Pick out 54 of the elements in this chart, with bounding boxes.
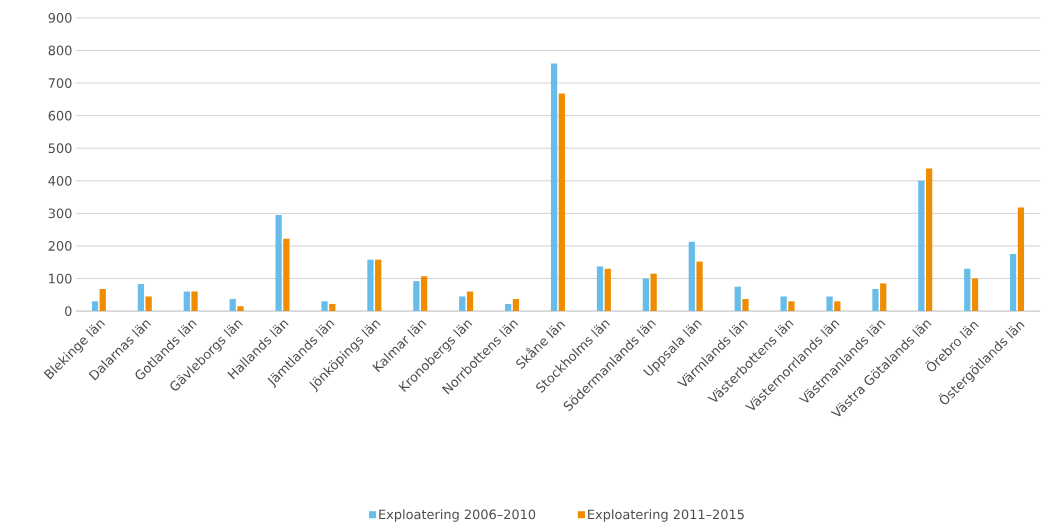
bar xyxy=(604,268,611,312)
bar xyxy=(512,299,520,312)
legend-label: Exploatering 2006–2010 xyxy=(379,509,536,522)
bar xyxy=(596,266,604,312)
y-tick-label: 600 xyxy=(48,110,72,121)
bar xyxy=(788,301,795,312)
bar xyxy=(91,301,99,312)
bar xyxy=(780,296,787,312)
bar xyxy=(1017,207,1025,312)
bar xyxy=(734,286,741,312)
bar xyxy=(183,291,190,312)
bar xyxy=(321,301,328,312)
bar xyxy=(275,215,282,312)
bar xyxy=(99,289,106,312)
bar xyxy=(688,241,695,312)
bar xyxy=(558,93,565,312)
bar xyxy=(367,259,374,312)
bar xyxy=(918,180,925,312)
bar xyxy=(459,296,466,312)
y-tick-label: 700 xyxy=(48,78,72,89)
bar xyxy=(329,304,336,312)
bar xyxy=(650,273,657,312)
y-tick-label: 200 xyxy=(48,241,72,251)
bar xyxy=(880,283,887,312)
bar xyxy=(505,304,512,312)
bar xyxy=(964,268,971,312)
bar xyxy=(1010,254,1017,312)
y-tick-label: 900 xyxy=(48,13,72,23)
bar xyxy=(375,259,382,312)
bar xyxy=(826,296,833,312)
bar xyxy=(872,289,879,312)
bar xyxy=(696,261,703,312)
bar xyxy=(229,299,236,312)
bar xyxy=(137,284,145,312)
bar xyxy=(413,281,420,312)
legend-label: Exploatering 2011–2015 xyxy=(588,509,744,522)
y-tick-label: 300 xyxy=(48,208,72,219)
y-tick-label: 0 xyxy=(65,306,72,317)
bar xyxy=(742,299,749,312)
bar xyxy=(420,276,428,312)
y-tick-label: 800 xyxy=(48,45,72,56)
bar xyxy=(642,278,650,312)
bar xyxy=(550,63,558,312)
bar xyxy=(971,278,979,312)
bar xyxy=(191,291,198,312)
bar xyxy=(283,238,290,312)
y-tick-label: 100 xyxy=(49,273,72,284)
bar xyxy=(237,306,244,312)
bar xyxy=(466,291,474,312)
y-tick-label: 400 xyxy=(48,176,72,186)
bar xyxy=(925,168,933,312)
bar xyxy=(145,296,152,312)
bar xyxy=(834,301,841,312)
y-tick-label: 500 xyxy=(48,143,72,154)
